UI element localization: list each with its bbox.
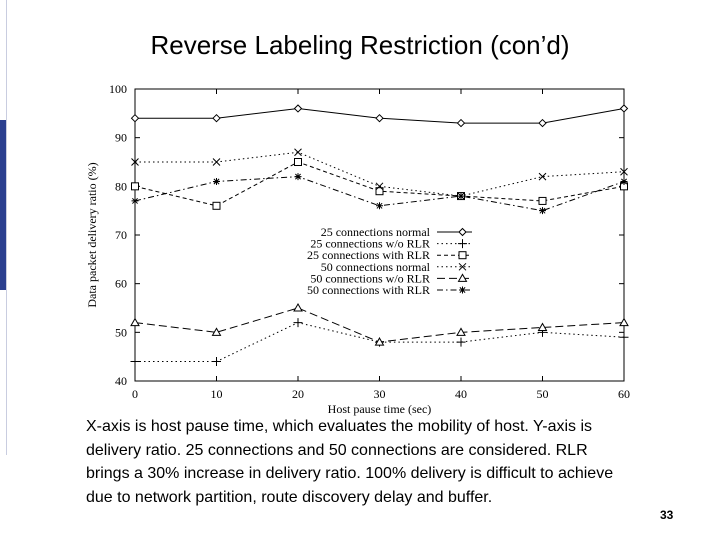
x-tick-label: 40	[455, 387, 467, 401]
data-point-s5-3	[376, 202, 383, 210]
data-point-s5-6	[620, 177, 628, 185]
data-point-s4-3	[374, 337, 385, 346]
x-tick-label: 20	[292, 387, 304, 401]
x-tick-label: 10	[211, 387, 223, 401]
legend-label: 25 connections with RLR	[307, 248, 430, 262]
legend-label: 50 connections normal	[321, 260, 431, 274]
data-point-s1-2	[293, 318, 303, 328]
y-tick-label: 60	[115, 277, 127, 291]
data-point-s1-4	[456, 337, 466, 347]
data-point-s0-4	[456, 118, 466, 128]
slide-edge-line	[6, 0, 7, 455]
x-tick-label: 0	[132, 387, 138, 401]
data-point-s2-5	[538, 196, 547, 205]
slide-caption: X-axis is host pause time, which evaluat…	[86, 418, 614, 506]
y-tick-label: 100	[109, 82, 127, 96]
legend-marker	[458, 251, 467, 260]
data-point-s3-0	[131, 158, 139, 166]
data-point-s2-3	[375, 187, 384, 196]
data-point-s0-3	[375, 113, 384, 123]
y-tick-label: 70	[115, 228, 127, 242]
legend-marker	[459, 286, 466, 294]
page-number: 33	[660, 508, 674, 522]
y-tick-label: 90	[115, 131, 127, 145]
data-point-s0-1	[212, 113, 221, 123]
legend-label: 25 connections normal	[321, 225, 431, 239]
data-point-s1-1	[212, 357, 221, 367]
data-point-s2-1	[212, 201, 221, 210]
series-line-4	[134, 307, 625, 343]
y-tick-label: 80	[115, 179, 127, 193]
data-point-s0-0	[130, 113, 140, 123]
slide-title: Reverse Labeling Restriction (con’d)	[150, 30, 570, 60]
legend-label: 50 connections with RLR	[307, 283, 430, 297]
legend-marker	[458, 239, 467, 249]
data-point-s3-2	[294, 148, 302, 157]
data-point-s5-4	[457, 192, 465, 200]
data-point-s5-5	[539, 207, 546, 215]
data-point-s1-6	[619, 332, 629, 342]
data-point-s0-6	[619, 104, 629, 113]
legend-marker	[457, 273, 468, 282]
data-point-s5-2	[294, 173, 302, 181]
data-point-s4-5	[537, 322, 548, 331]
data-point-s3-3	[375, 182, 384, 191]
x-axis-label: Host pause time (sec)	[328, 402, 432, 416]
y-tick-label: 50	[115, 325, 127, 339]
legend-marker	[458, 227, 467, 237]
data-point-s5-0	[131, 197, 139, 205]
slide-accent-bar	[0, 120, 6, 290]
data-point-s4-0	[130, 317, 140, 327]
data-point-s1-0	[130, 357, 140, 367]
x-tick-label: 50	[537, 387, 549, 401]
legend-marker	[458, 262, 467, 271]
data-point-s4-4	[456, 327, 466, 336]
legend-label: 25 connections w/o RLR	[310, 237, 430, 251]
x-tick-label: 30	[374, 387, 386, 401]
x-tick-label: 60	[618, 387, 630, 401]
data-point-s4-2	[293, 302, 303, 312]
data-point-s4-6	[619, 317, 629, 327]
data-point-s3-5	[538, 172, 547, 181]
data-point-s2-2	[294, 158, 302, 166]
legend-label: 50 connections w/o RLR	[310, 271, 430, 285]
data-point-s0-5	[538, 118, 547, 128]
data-point-s4-1	[211, 327, 222, 336]
data-point-s2-0	[131, 182, 139, 191]
data-point-s3-6	[620, 167, 628, 176]
data-point-s3-1	[212, 158, 221, 166]
y-axis-label: Data packet delivery ratio (%)	[85, 162, 99, 307]
data-point-s0-2	[293, 104, 303, 113]
data-point-s5-1	[213, 177, 220, 185]
series-line-2	[134, 161, 625, 207]
y-tick-label: 40	[115, 374, 127, 388]
